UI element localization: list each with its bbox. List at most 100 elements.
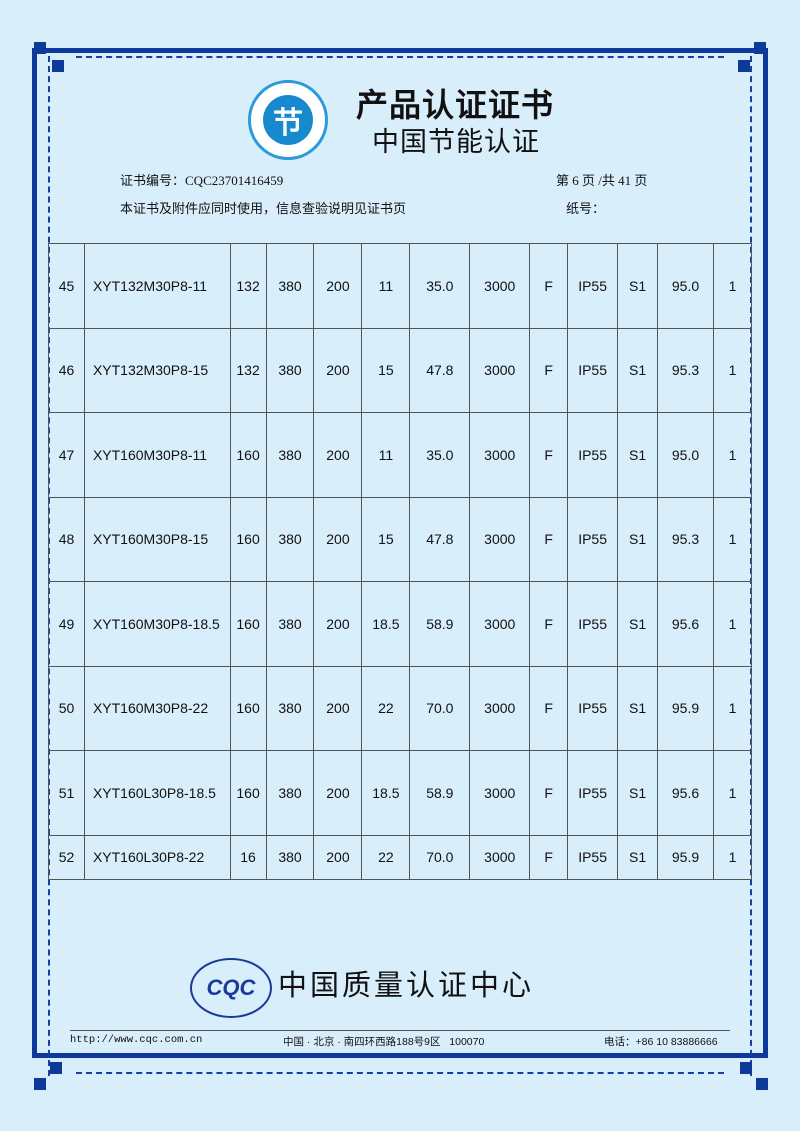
table-cell: XYT160L30P8-18.5 <box>83 750 231 836</box>
table-cell: 1 <box>712 412 753 498</box>
table-cell: 58.9 <box>409 581 471 667</box>
table-cell: 1 <box>712 581 753 667</box>
table-cell: F <box>529 243 569 329</box>
table-cell: XYT160M30P8-15 <box>83 496 231 582</box>
table-cell: 1 <box>712 665 753 751</box>
table-row: 49 XYT160M30P8-18.5 160 380 200 18.5 58.9 3000 F… <box>48 581 753 667</box>
table-cell: 70.0 <box>409 665 471 751</box>
table-row: 52 XYT160L30P8-22 16 380 200 22 70.0 3000 F IP55 S… <box>48 834 753 880</box>
table-cell: 47.8 <box>409 496 471 582</box>
table-cell: 15 <box>361 496 411 582</box>
table-cell: 95.9 <box>657 665 714 751</box>
table-cell: 3000 <box>469 243 531 329</box>
table-cell: S1 <box>617 412 659 498</box>
table-cell: 18.5 <box>361 750 411 836</box>
table-cell: 1 <box>712 327 753 413</box>
table-cell: 380 <box>265 327 315 413</box>
table-cell: 95.0 <box>657 243 714 329</box>
paper-number-label: 纸号： <box>566 201 606 216</box>
table-cell: 3000 <box>469 581 531 667</box>
table-cell: S1 <box>617 496 659 582</box>
table-cell: 380 <box>265 665 315 751</box>
table-cell: 48 <box>48 496 85 582</box>
table-cell: 3000 <box>469 327 531 413</box>
table-cell: XYT160M30P8-18.5 <box>83 581 231 667</box>
table-cell: IP55 <box>567 834 619 880</box>
table-cell: 50 <box>48 665 85 751</box>
top-dotted-line <box>76 56 724 58</box>
table-cell: F <box>529 750 569 836</box>
table-cell: F <box>529 327 569 413</box>
table-cell: 47.8 <box>409 327 471 413</box>
certificate-frame <box>32 48 768 1058</box>
address: 中国 · 北京 · 南四环西路188号9区 100070 <box>283 1036 485 1048</box>
table-cell: IP55 <box>567 581 619 667</box>
cqc-logo: CQC <box>190 958 272 1018</box>
table-cell: 16 <box>229 834 267 880</box>
table-cell: 1 <box>712 834 753 880</box>
table-cell: IP55 <box>567 750 619 836</box>
table-row: 51 XYT160L30P8-18.5 160 380 200 18.5 58.9 3000 F… <box>48 750 753 836</box>
footer-divider <box>70 1030 730 1031</box>
table-cell: XYT160L30P8-22 <box>83 834 231 880</box>
corner-square <box>50 1062 62 1074</box>
table-cell: 160 <box>229 412 267 498</box>
table-cell: 49 <box>48 581 85 667</box>
table-cell: 160 <box>229 581 267 667</box>
table-cell: 70.0 <box>409 834 471 880</box>
page-title: 产品认证证书 <box>356 87 555 123</box>
table-cell: IP55 <box>567 327 619 413</box>
table-row: 50 XYT160M30P8-22 160 380 200 22 70.0 3000 F IP55… <box>48 665 753 751</box>
certificate-number: 证书编号：CQC23701416459 <box>120 173 284 188</box>
table-cell: 95.6 <box>657 750 714 836</box>
corner-square <box>738 60 750 72</box>
table-cell: 380 <box>265 750 315 836</box>
table-cell: S1 <box>617 581 659 667</box>
table-cell: S1 <box>617 750 659 836</box>
table-cell: F <box>529 496 569 582</box>
table-cell: XYT160M30P8-11 <box>83 412 231 498</box>
table-cell: 3000 <box>469 750 531 836</box>
website-link[interactable]: http://www.cqc.com.cn <box>70 1034 203 1046</box>
energy-conservation-logo: 节 <box>248 80 328 160</box>
table-cell: 1 <box>712 496 753 582</box>
table-cell: 200 <box>313 327 363 413</box>
table-cell: 3000 <box>469 834 531 880</box>
table-cell: 45 <box>48 243 85 329</box>
table-cell: XYT132M30P8-11 <box>83 243 231 329</box>
table-row: 45 XYT132M30P8-11 132 380 200 11 35.0 3000 F IP55… <box>48 243 753 329</box>
table-cell: 200 <box>313 750 363 836</box>
page-info: 第 6 页 /共 41 页 <box>556 173 648 188</box>
table-cell: 95.9 <box>657 834 714 880</box>
table-cell: 18.5 <box>361 581 411 667</box>
table-cell: 11 <box>361 243 411 329</box>
table-cell: 47 <box>48 412 85 498</box>
table-cell: 35.0 <box>409 412 471 498</box>
table-cell: 160 <box>229 496 267 582</box>
table-cell: F <box>529 834 569 880</box>
table-cell: 200 <box>313 496 363 582</box>
table-cell: 132 <box>229 243 267 329</box>
table-cell: 132 <box>229 327 267 413</box>
table-cell: 95.6 <box>657 581 714 667</box>
table-row: 47 XYT160M30P8-11 160 380 200 11 35.0 3000 F IP55… <box>48 412 753 498</box>
product-table: 45 XYT132M30P8-11 132 380 200 11 35.0 3000 F IP55… <box>48 243 753 880</box>
table-cell: 200 <box>313 665 363 751</box>
corner-square <box>740 1062 752 1074</box>
table-cell: 95.3 <box>657 327 714 413</box>
corner-square <box>34 42 46 54</box>
table-cell: 380 <box>265 243 315 329</box>
bottom-dotted-line <box>76 1072 724 1074</box>
phone: 电话：+86 10 83886666 <box>604 1036 718 1048</box>
table-cell: S1 <box>617 834 659 880</box>
table-cell: 200 <box>313 581 363 667</box>
table-cell: 3000 <box>469 412 531 498</box>
table-cell: 1 <box>712 243 753 329</box>
table-cell: 95.3 <box>657 496 714 582</box>
table-cell: 22 <box>361 834 411 880</box>
table-cell: 95.0 <box>657 412 714 498</box>
table-cell: 380 <box>265 412 315 498</box>
corner-square <box>52 60 64 72</box>
table-cell: 200 <box>313 412 363 498</box>
table-cell: 3000 <box>469 496 531 582</box>
